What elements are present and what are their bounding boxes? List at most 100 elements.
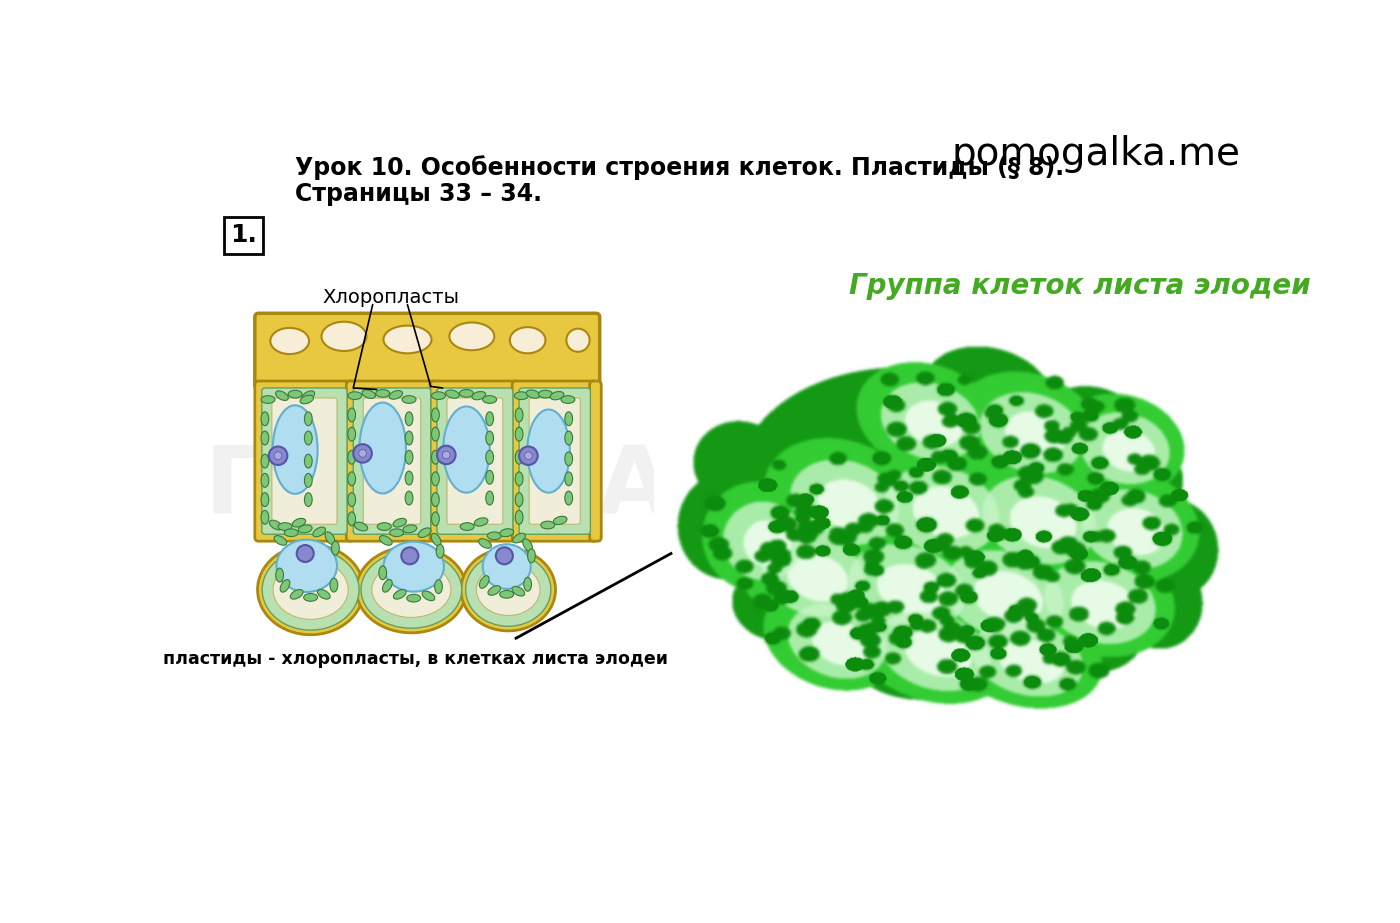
- Text: пластиды - хлоропласты, в клетках листа элодеи: пластиды - хлоропласты, в клетках листа …: [162, 650, 668, 667]
- Ellipse shape: [483, 545, 531, 589]
- Ellipse shape: [405, 471, 413, 485]
- Ellipse shape: [402, 547, 419, 564]
- Ellipse shape: [515, 472, 524, 485]
- Ellipse shape: [302, 390, 315, 401]
- Ellipse shape: [476, 564, 540, 616]
- Ellipse shape: [389, 529, 403, 536]
- Ellipse shape: [479, 539, 491, 548]
- Ellipse shape: [354, 522, 368, 531]
- Ellipse shape: [298, 525, 312, 533]
- Ellipse shape: [431, 391, 445, 400]
- FancyBboxPatch shape: [255, 313, 599, 389]
- Ellipse shape: [382, 580, 392, 593]
- Ellipse shape: [564, 431, 573, 445]
- Ellipse shape: [379, 566, 386, 580]
- Ellipse shape: [293, 519, 305, 527]
- Ellipse shape: [277, 540, 337, 592]
- Ellipse shape: [500, 591, 514, 598]
- Ellipse shape: [567, 329, 589, 352]
- Ellipse shape: [553, 516, 567, 524]
- Ellipse shape: [322, 322, 367, 351]
- Ellipse shape: [528, 549, 535, 563]
- Ellipse shape: [486, 491, 494, 505]
- Ellipse shape: [528, 410, 570, 493]
- FancyBboxPatch shape: [447, 398, 503, 524]
- FancyBboxPatch shape: [364, 398, 420, 524]
- Ellipse shape: [403, 525, 417, 533]
- Ellipse shape: [461, 548, 556, 631]
- Ellipse shape: [372, 562, 451, 617]
- Ellipse shape: [274, 535, 287, 545]
- Ellipse shape: [489, 586, 501, 595]
- Ellipse shape: [270, 328, 309, 354]
- Ellipse shape: [325, 532, 335, 545]
- FancyBboxPatch shape: [512, 381, 598, 541]
- Ellipse shape: [431, 512, 440, 526]
- Ellipse shape: [442, 451, 451, 459]
- Ellipse shape: [300, 395, 314, 404]
- Ellipse shape: [347, 427, 356, 441]
- Ellipse shape: [540, 521, 554, 529]
- Ellipse shape: [347, 512, 356, 526]
- Ellipse shape: [260, 473, 269, 487]
- FancyBboxPatch shape: [430, 381, 519, 541]
- Ellipse shape: [522, 539, 532, 551]
- Ellipse shape: [304, 431, 312, 445]
- Ellipse shape: [461, 522, 475, 531]
- Text: Группа клеток листа элодеи: Группа клеток листа элодеи: [850, 272, 1310, 300]
- Ellipse shape: [304, 473, 312, 487]
- Ellipse shape: [437, 545, 444, 558]
- Ellipse shape: [347, 493, 356, 507]
- Ellipse shape: [419, 528, 431, 537]
- Ellipse shape: [459, 390, 473, 397]
- Ellipse shape: [332, 541, 339, 555]
- Ellipse shape: [486, 450, 494, 464]
- Ellipse shape: [273, 405, 318, 494]
- Ellipse shape: [402, 396, 416, 403]
- Ellipse shape: [431, 427, 440, 441]
- Ellipse shape: [280, 580, 290, 593]
- Ellipse shape: [431, 450, 440, 464]
- Ellipse shape: [347, 391, 361, 400]
- FancyBboxPatch shape: [589, 381, 601, 541]
- Text: Страницы 33 – 34.: Страницы 33 – 34.: [295, 183, 542, 207]
- Ellipse shape: [434, 580, 442, 593]
- Ellipse shape: [260, 412, 269, 426]
- Ellipse shape: [360, 402, 406, 494]
- Ellipse shape: [273, 560, 349, 619]
- Ellipse shape: [466, 553, 550, 627]
- Ellipse shape: [330, 578, 337, 592]
- Ellipse shape: [564, 472, 573, 485]
- Ellipse shape: [525, 452, 532, 460]
- Ellipse shape: [515, 427, 524, 441]
- Ellipse shape: [304, 593, 318, 601]
- Text: 1.: 1.: [230, 223, 256, 247]
- Ellipse shape: [377, 522, 391, 531]
- Ellipse shape: [288, 390, 302, 398]
- Ellipse shape: [444, 406, 490, 493]
- Ellipse shape: [290, 590, 302, 599]
- Ellipse shape: [363, 390, 375, 399]
- Ellipse shape: [431, 472, 440, 485]
- Ellipse shape: [431, 533, 441, 545]
- Ellipse shape: [483, 396, 497, 403]
- Ellipse shape: [284, 529, 298, 536]
- FancyBboxPatch shape: [353, 388, 431, 534]
- Ellipse shape: [297, 545, 314, 562]
- Ellipse shape: [279, 522, 293, 531]
- FancyBboxPatch shape: [262, 388, 347, 534]
- Text: ПОМОГАЛКИ: ПОМОГАЛКИ: [204, 442, 906, 534]
- Ellipse shape: [262, 549, 358, 630]
- Ellipse shape: [269, 447, 287, 465]
- Ellipse shape: [260, 431, 269, 445]
- Ellipse shape: [384, 326, 431, 354]
- Ellipse shape: [274, 452, 281, 460]
- Ellipse shape: [496, 547, 512, 564]
- Ellipse shape: [515, 510, 524, 524]
- Ellipse shape: [475, 518, 489, 526]
- Ellipse shape: [260, 493, 269, 507]
- Ellipse shape: [375, 390, 389, 397]
- Ellipse shape: [393, 519, 406, 527]
- Ellipse shape: [347, 450, 356, 464]
- Ellipse shape: [318, 590, 330, 599]
